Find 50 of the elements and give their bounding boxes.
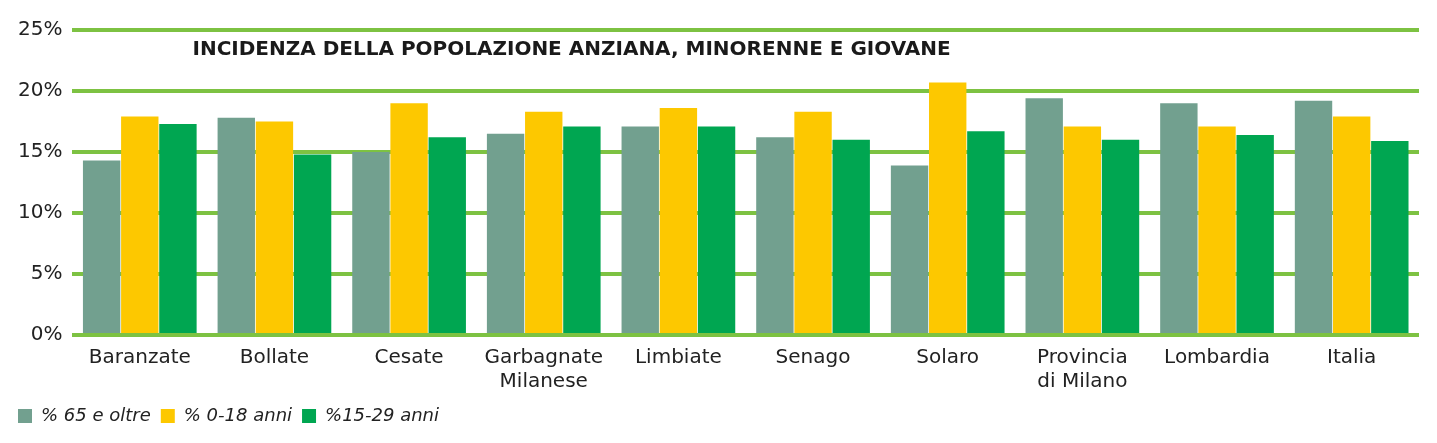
legend-label: % 65 e oltre [41, 403, 151, 425]
bar [1332, 116, 1371, 333]
y-tick-label: 10% [18, 199, 63, 224]
y-tick-label: 20% [18, 77, 63, 102]
x-tick-label: Limbiate [634, 344, 722, 369]
bar [697, 126, 736, 333]
bar [1025, 98, 1063, 333]
bar [390, 103, 428, 333]
bar [293, 154, 332, 333]
bar [1236, 134, 1274, 333]
x-tick-label: Bollate [239, 344, 310, 369]
bar [1101, 139, 1140, 333]
y-tick-label: 15% [18, 138, 63, 163]
bar [1063, 126, 1102, 333]
x-tick-label: Baranzate [88, 344, 191, 369]
bar [1198, 126, 1236, 333]
bar [486, 133, 525, 333]
bar [82, 160, 121, 333]
bar [832, 139, 870, 333]
x-tick-label: Garbagnate Milanese [484, 344, 604, 393]
x-tick-label: Senago [775, 344, 851, 369]
x-tick-label: Italia [1326, 344, 1377, 369]
bar [1371, 141, 1409, 333]
bar [659, 108, 698, 333]
bar [1294, 100, 1333, 333]
bar [255, 121, 294, 333]
chart-title: INCIDENZA DELLA POPOLAZIONE ANZIANA, MINORENNE E GIOVANE [192, 36, 951, 61]
legend-label: % 0-18 anni [183, 403, 293, 425]
bar [121, 116, 159, 333]
bar [967, 131, 1005, 333]
bar [428, 137, 466, 333]
bar [525, 111, 563, 333]
bar [217, 117, 255, 333]
bar [929, 82, 967, 333]
bar [352, 152, 390, 333]
x-tick-label: Provincia di Milano [1037, 344, 1128, 393]
bar [794, 111, 832, 333]
y-tick-label: 25% [18, 16, 63, 41]
bar [890, 165, 929, 333]
y-tick-label: 5% [30, 260, 63, 285]
y-tick-label: 0% [30, 321, 63, 346]
x-tick-label: Cesate [374, 344, 444, 369]
x-tick-label: Lombardia [1164, 344, 1270, 369]
x-tick-label: Solaro [916, 344, 980, 369]
legend-label: %15-29 anni [325, 403, 440, 425]
bar [159, 123, 197, 333]
bar [621, 126, 659, 333]
bar [756, 137, 794, 333]
bar [563, 126, 601, 333]
bar [1160, 103, 1198, 333]
